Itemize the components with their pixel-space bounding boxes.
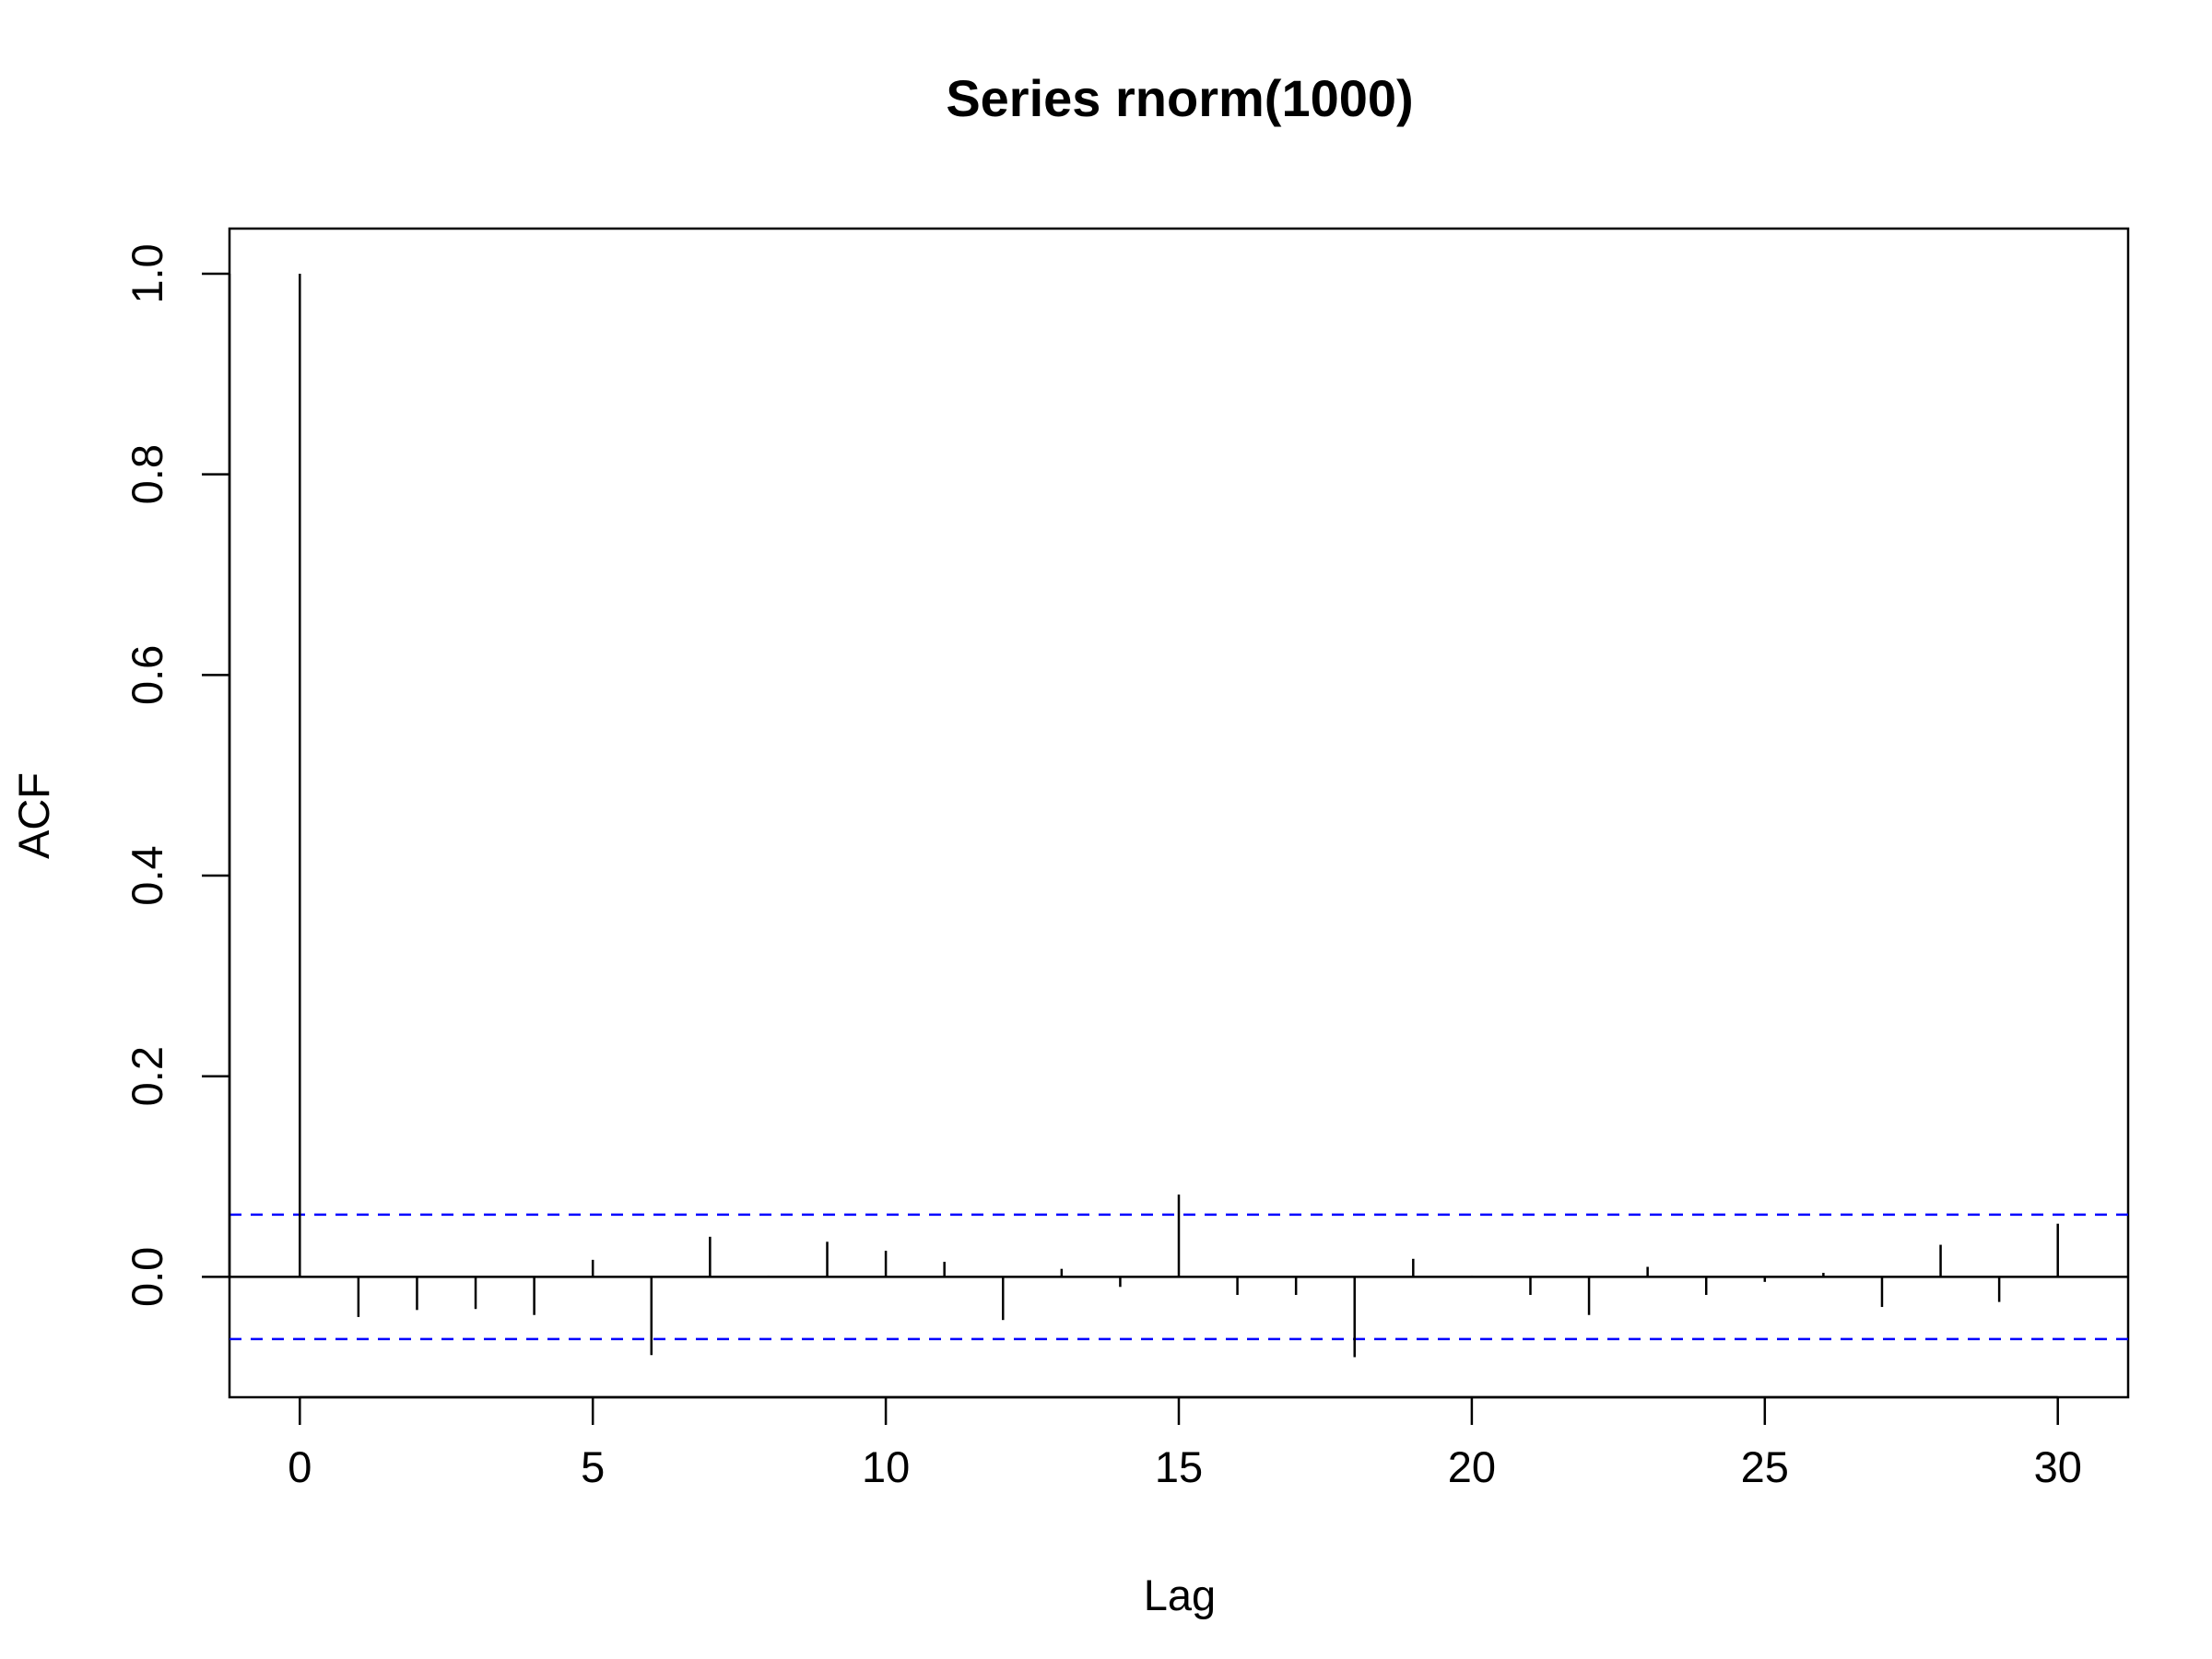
x-tick-label-15: 15	[1155, 1442, 1203, 1491]
x-tick-label-5: 5	[581, 1442, 605, 1491]
y-tick-label-0.4: 0.4	[123, 845, 171, 905]
plot-area	[228, 227, 2130, 1399]
y-tick-label-0.8: 0.8	[123, 444, 171, 504]
y-tick-label-0.2: 0.2	[123, 1046, 171, 1106]
y-tick-label-0.0: 0.0	[123, 1247, 171, 1307]
x-axis-label: Lag	[1144, 1571, 1216, 1619]
x-tick-label-30: 30	[2034, 1442, 2082, 1491]
y-axis: 0.0 0.2 0.4 0.6 0.8 1.0	[123, 243, 231, 1307]
y-tick-label-1.0: 1.0	[123, 243, 171, 303]
x-axis: 0 5 10 15 20 25 30	[288, 1395, 2082, 1491]
chart-title: Series rnorm(1000)	[946, 69, 1413, 127]
y-tick-label-0.6: 0.6	[123, 645, 171, 705]
x-tick-label-25: 25	[1741, 1442, 1789, 1491]
y-axis-label: ACF	[9, 772, 58, 859]
x-tick-label-0: 0	[288, 1442, 312, 1491]
x-tick-label-10: 10	[862, 1442, 910, 1491]
x-tick-label-20: 20	[1448, 1442, 1496, 1491]
